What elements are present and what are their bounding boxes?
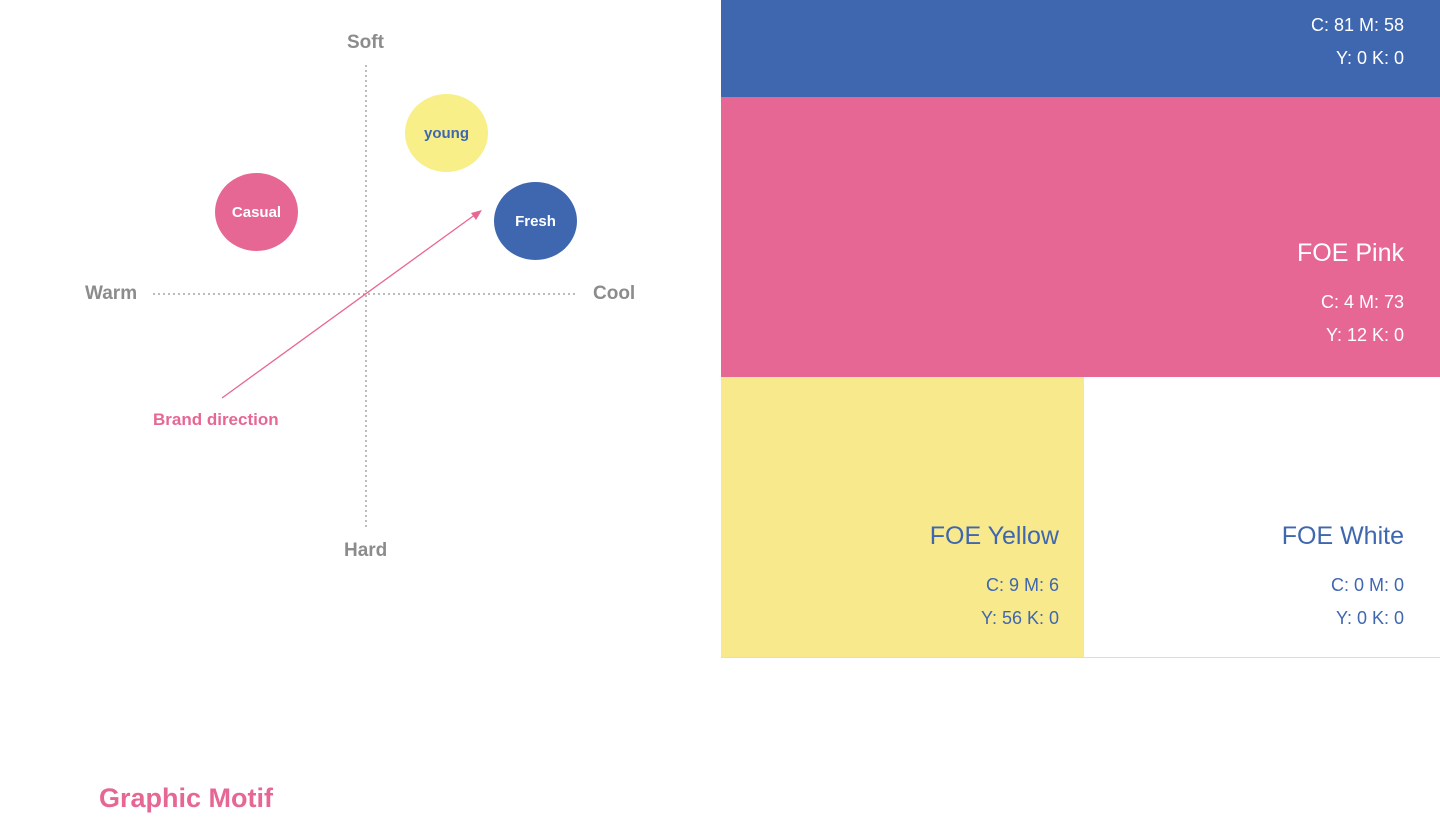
bubble-fresh: Fresh [494, 182, 577, 260]
swatch-blue-cmy: C: 81 M: 58 [1310, 15, 1404, 35]
axis-label-hard: Hard [344, 540, 388, 561]
axis-label-soft: Soft [347, 32, 384, 53]
axis-label-cool: Cool [593, 283, 636, 304]
palette-bottom-divider [721, 657, 1084, 658]
swatch-white-cm: C: 0 M: 0 [1330, 575, 1404, 595]
swatch-white-yk: Y: 0 K: 0 [1335, 608, 1404, 628]
section-title-graphic-motif: Graphic Motif [99, 783, 273, 813]
swatch-pink-yk: Y: 12 K: 0 [1325, 325, 1404, 345]
swatch-yellow-cm: C: 9 M: 6 [985, 575, 1059, 595]
swatch-blue: C: 81 M: 58 Y: 0 K: 0 [721, 0, 1440, 97]
bubble-young: young [405, 94, 488, 172]
swatch-pink-name: FOE Pink [1297, 239, 1404, 267]
brand-direction-arrowhead [471, 210, 482, 220]
map-axes [153, 65, 578, 527]
bubble-casual: Casual [215, 173, 298, 251]
swatch-blue-yk: Y: 0 K: 0 [1335, 48, 1404, 68]
brand-direction-arrow [221, 213, 477, 399]
swatch-yellow-yk: Y: 56 K: 0 [980, 608, 1059, 628]
brand-direction-label: Brand direction [153, 410, 279, 429]
axis-label-warm: Warm [85, 283, 138, 304]
swatch-pink: FOE Pink C: 4 M: 73 Y: 12 K: 0 [721, 97, 1440, 377]
swatch-white-name: FOE White [1281, 522, 1404, 550]
swatch-yellow-name: FOE Yellow [929, 522, 1059, 550]
swatch-pink-cm: C: 4 M: 73 [1320, 292, 1404, 312]
swatch-white: FOE White C: 0 M: 0 Y: 0 K: 0 [1084, 377, 1440, 658]
swatch-yellow: FOE Yellow C: 9 M: 6 Y: 56 K: 0 [721, 377, 1084, 657]
